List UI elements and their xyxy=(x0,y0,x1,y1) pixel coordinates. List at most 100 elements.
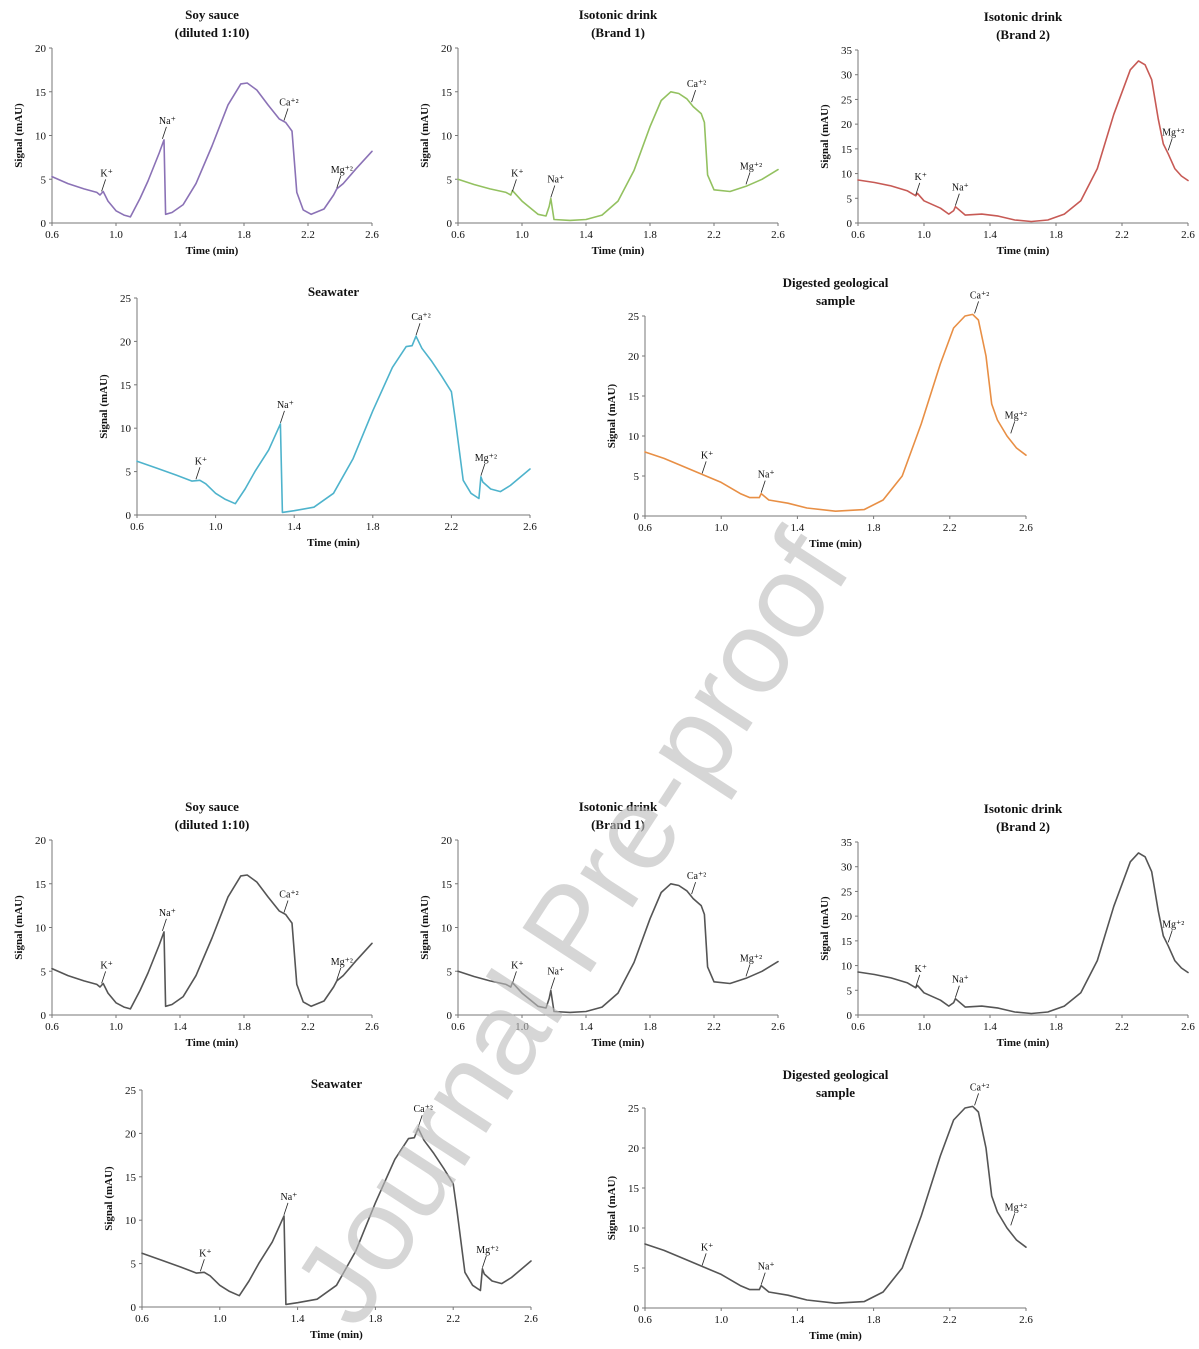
peak-label: K⁺ xyxy=(100,168,113,179)
x-tick-label: 1.0 xyxy=(209,521,223,533)
peak-label: Ca⁺² xyxy=(413,1104,432,1115)
chart-title: Isotonic drink xyxy=(579,7,658,22)
peak-label: Na⁺ xyxy=(952,975,969,986)
y-axis-title: Signal (mAU) xyxy=(606,383,618,448)
x-tick-label: 1.4 xyxy=(983,1021,997,1033)
x-tick-label: 1.8 xyxy=(369,1313,383,1325)
x-tick-label: 1.8 xyxy=(643,229,657,241)
y-axis-title: Signal (mAU) xyxy=(13,103,25,168)
chart-title: (diluted 1:10) xyxy=(175,817,250,832)
y-tick-label: 25 xyxy=(125,1085,137,1097)
x-tick-label: 2.6 xyxy=(365,1021,379,1033)
annotation-leader xyxy=(417,1115,423,1128)
x-tick-label: 1.0 xyxy=(917,1021,931,1033)
y-tick-label: 10 xyxy=(120,423,132,435)
y-axis-title: Signal (mAU) xyxy=(419,895,431,960)
annotation-leader xyxy=(481,1255,487,1268)
x-tick-label: 2.2 xyxy=(1115,229,1129,241)
x-axis-title: Time (min) xyxy=(997,245,1050,257)
chart-panels: 0 5 10 15 20 0.6 1.0 1.4 1.8 2.2 2.6 Time (min) Sign… xyxy=(13,7,1195,1342)
x-tick-label: 2.2 xyxy=(943,1314,957,1326)
x-tick-label: 2.2 xyxy=(446,1313,460,1325)
peak-label: K⁺ xyxy=(511,168,524,179)
y-tick-label: 5 xyxy=(634,1263,640,1275)
chart-title: Isotonic drink xyxy=(984,801,1063,816)
y-tick-label: 20 xyxy=(120,336,132,348)
y-tick-label: 5 xyxy=(131,1259,137,1271)
y-tick-label: 15 xyxy=(628,1183,640,1195)
x-tick-label: 1.0 xyxy=(917,229,931,241)
x-tick-label: 1.8 xyxy=(867,522,881,534)
x-tick-label: 1.4 xyxy=(173,229,187,241)
x-tick-label: 2.6 xyxy=(1181,229,1195,241)
y-tick-label: 20 xyxy=(35,835,47,847)
x-axis-title: Time (min) xyxy=(809,1330,862,1342)
y-tick-label: 15 xyxy=(35,87,47,99)
y-tick-label: 5 xyxy=(41,966,47,978)
y-tick-label: 15 xyxy=(441,87,453,99)
chart-title: (Brand 2) xyxy=(996,819,1050,834)
x-tick-label: 1.4 xyxy=(291,1313,305,1325)
y-tick-label: 0 xyxy=(126,510,132,522)
chart-panel: 0 5 10 15 20 0.6 1.0 1.4 1.8 2.2 2.6 Time (min) Sign… xyxy=(13,7,379,257)
peak-label: Ca⁺² xyxy=(687,79,706,90)
peak-label: K⁺ xyxy=(195,456,208,467)
chart-title: (diluted 1:10) xyxy=(175,25,250,40)
y-tick-label: 20 xyxy=(125,1128,137,1140)
annotation-leader xyxy=(199,1259,205,1272)
peak-label: Na⁺ xyxy=(758,470,775,481)
peak-label: Ca⁺² xyxy=(970,290,989,301)
y-tick-label: 20 xyxy=(841,911,853,923)
y-tick-label: 15 xyxy=(441,879,453,891)
peak-label: K⁺ xyxy=(199,1248,212,1259)
y-tick-label: 0 xyxy=(847,218,853,230)
y-axis-title: Signal (mAU) xyxy=(13,895,25,960)
x-tick-label: 0.6 xyxy=(851,1021,865,1033)
peak-label: Mg⁺² xyxy=(1005,410,1027,421)
chart-title: (Brand 1) xyxy=(591,25,645,40)
annotation-leader xyxy=(760,480,766,493)
peak-label: K⁺ xyxy=(915,964,928,975)
x-tick-label: 1.8 xyxy=(867,1314,881,1326)
annotation-leader xyxy=(101,179,106,192)
x-tick-label: 1.4 xyxy=(173,1021,187,1033)
y-tick-label: 10 xyxy=(441,923,453,935)
annotation-leader xyxy=(691,881,696,895)
y-tick-label: 10 xyxy=(841,961,853,973)
peak-label: K⁺ xyxy=(915,172,928,183)
x-tick-label: 2.2 xyxy=(301,1021,315,1033)
annotation-leader xyxy=(162,918,167,932)
x-tick-label: 1.4 xyxy=(791,522,805,534)
chart-title: sample xyxy=(816,1085,855,1100)
y-tick-label: 0 xyxy=(447,1010,453,1022)
y-tick-label: 15 xyxy=(35,879,47,891)
annotation-leader xyxy=(336,967,342,981)
annotation-leader xyxy=(283,1202,289,1215)
series-line xyxy=(51,874,373,1010)
peak-label: K⁺ xyxy=(701,450,714,461)
y-tick-label: 25 xyxy=(120,293,132,305)
chart-panel: 0 5 10 15 20 25 0.6 1.0 1.4 1.8 2.2 2.6 Time (min) Si… xyxy=(103,1076,538,1341)
annotation-leader xyxy=(1010,1213,1016,1226)
x-tick-label: 0.6 xyxy=(451,1021,465,1033)
y-tick-label: 20 xyxy=(35,43,47,55)
x-tick-label: 1.4 xyxy=(983,229,997,241)
y-tick-label: 25 xyxy=(628,1103,640,1115)
y-axis-title: Signal (mAU) xyxy=(819,896,831,961)
x-tick-label: 0.6 xyxy=(638,522,652,534)
x-tick-label: 2.2 xyxy=(301,229,315,241)
annotation-leader xyxy=(915,182,921,195)
y-axis-title: Signal (mAU) xyxy=(819,104,831,169)
chart-panel: 0 5 10 15 20 25 0.6 1.0 1.4 1.8 2.2 2.6 Time (min) Si… xyxy=(606,275,1033,550)
x-tick-label: 0.6 xyxy=(45,1021,59,1033)
x-tick-label: 2.6 xyxy=(524,1313,538,1325)
annotation-leader xyxy=(691,89,696,103)
x-tick-label: 0.6 xyxy=(451,229,465,241)
x-tick-label: 2.6 xyxy=(523,521,537,533)
chart-title: Soy sauce xyxy=(185,7,239,22)
chart-title: Soy sauce xyxy=(185,799,239,814)
annotation-leader xyxy=(745,172,751,185)
y-tick-label: 25 xyxy=(841,94,853,106)
series-line xyxy=(644,313,1027,513)
chart-title: Isotonic drink xyxy=(984,9,1063,24)
